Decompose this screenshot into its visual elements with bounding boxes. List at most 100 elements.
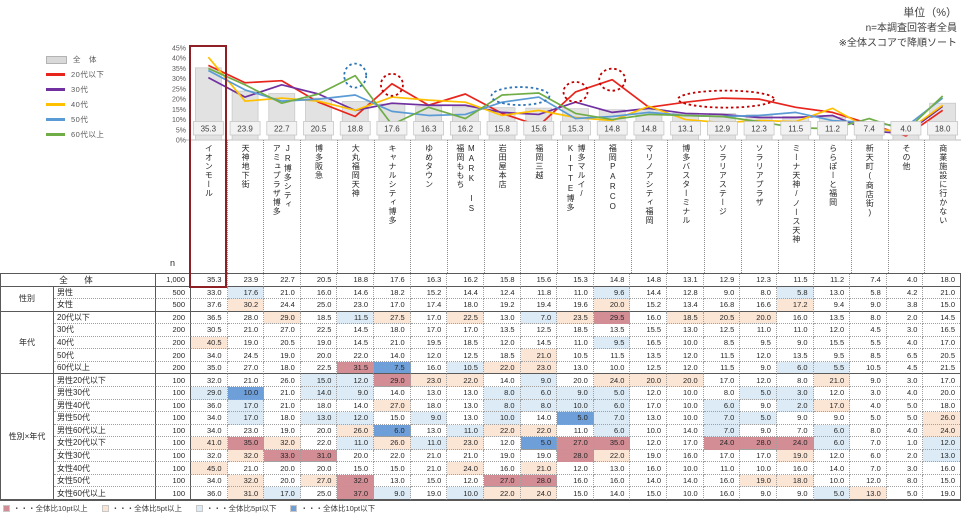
score-cell: 16.2 [447, 274, 484, 287]
overall-value-box [266, 121, 298, 136]
score-cell: 14.4 [447, 286, 484, 300]
category-label: 天神地下街 [241, 144, 251, 189]
score-cell: 10.5 [850, 361, 887, 375]
overall-value-box [376, 121, 408, 136]
score-cell: 34.0 [191, 349, 228, 362]
line-swatch [46, 118, 65, 121]
score-cell: 17.0 [410, 324, 448, 337]
score-cell: 17.0 [923, 337, 960, 350]
line-swatch [46, 88, 65, 91]
diff-legend-label: ・・・全体比10pt以上 [13, 504, 88, 513]
category-cell: 博多阪急 [301, 140, 338, 273]
score-cell: 6.0 [593, 424, 631, 438]
score-cell: 14.5 [520, 336, 558, 350]
score-cell: 27.0 [264, 324, 301, 337]
score-cell: 13.0 [593, 462, 631, 475]
score-cell: 16.0 [483, 462, 521, 475]
y-axis-tick-label: 0% [176, 138, 186, 145]
row-label: 40代 [54, 336, 156, 350]
overall-value-label: 13.1 [678, 125, 694, 134]
score-cell: 27.5 [374, 311, 411, 325]
category-cell: ミーナ天神/ノース天神 [779, 140, 816, 273]
row-label: 50代 [54, 349, 156, 362]
score-cell: 4.5 [886, 361, 924, 375]
score-cell: 12.5 [520, 324, 558, 337]
category-label: 岩田屋本店 [498, 144, 508, 189]
score-cell: 11.0 [557, 424, 594, 438]
category-label: ららぽーと福岡 [828, 144, 838, 207]
score-cell: 17.0 [703, 374, 741, 387]
score-cell: 4.5 [850, 324, 887, 337]
row-label: 女性30代 [54, 449, 156, 463]
annotation-ellipse [490, 86, 551, 106]
score-cell: 20.0 [337, 449, 375, 463]
sample-note: n=本調査回答者全員 [865, 23, 957, 34]
legend-item-label: 50代 [71, 115, 89, 124]
score-cell: 23.5 [557, 311, 594, 325]
score-cell: 9.0 [740, 399, 777, 413]
overall-value-box [817, 121, 848, 136]
score-cell: 18.0 [410, 399, 448, 413]
score-cell: 35.0 [227, 437, 265, 450]
score-cell: 5.0 [850, 412, 887, 425]
row-label: 20代以下 [54, 311, 156, 325]
score-cell: 15.0 [923, 475, 960, 488]
diff-legend-label: ・・・全体比5pt以上 [111, 504, 183, 513]
score-cell: 16.0 [630, 311, 668, 325]
score-cell: 23.0 [520, 361, 558, 375]
overall-value-box [560, 121, 591, 136]
group-label: 性別×年代 [1, 374, 54, 500]
score-cell: 21.0 [923, 287, 960, 300]
score-cell: 5.0 [886, 487, 924, 500]
score-cell: 17.6 [227, 286, 265, 300]
score-cell: 15.0 [374, 462, 411, 475]
score-cell: 8.0 [740, 286, 777, 300]
score-cell: 17.4 [410, 299, 448, 312]
category-label: イオンモール [204, 144, 214, 198]
score-cell: 20.0 [300, 424, 338, 438]
score-cell: 27.0 [483, 474, 521, 488]
score-cell: 6.0 [850, 449, 887, 463]
score-cell: 10.0 [227, 386, 265, 400]
score-cell: 2.0 [886, 311, 924, 325]
score-cell: 34.0 [191, 412, 228, 425]
score-cell: 12.5 [630, 361, 668, 375]
score-cell: 21.0 [264, 286, 301, 300]
score-cell: 25.0 [300, 487, 338, 500]
score-cell: 4.0 [886, 424, 924, 438]
overall-value-box [853, 121, 885, 136]
score-cell: 19.0 [227, 336, 265, 350]
score-cell: 23.0 [337, 299, 375, 312]
score-cell: 16.8 [703, 299, 741, 312]
score-cell: 4.0 [886, 274, 924, 287]
series-line-3 [207, 69, 944, 128]
score-cell: 30.5 [191, 324, 228, 337]
category-label: 博多バスターミナル [681, 144, 691, 225]
score-cell: 14.0 [374, 349, 411, 362]
score-cell: 17.0 [740, 449, 777, 463]
score-cell: 13.0 [667, 324, 704, 337]
category-label: ミーナ天神/ノース天神 [791, 144, 801, 244]
score-cell: 5.0 [886, 399, 924, 413]
overall-value-box [303, 121, 334, 136]
score-cell: 13.0 [410, 386, 448, 400]
score-cell: 16.0 [557, 474, 594, 488]
score-cell: 31.5 [337, 361, 375, 375]
score-cell: 19.5 [410, 336, 448, 350]
score-cell: 13.1 [667, 274, 704, 287]
score-cell: 24.0 [703, 437, 741, 450]
score-cell: 14.0 [374, 386, 411, 400]
score-cell: 10.0 [557, 399, 594, 413]
score-cell: 9.0 [740, 424, 777, 438]
score-cell: 16.0 [776, 311, 814, 325]
legend-item: 30代 [46, 82, 104, 97]
legend-item-label: 30代 [71, 85, 89, 94]
score-cell: 16.0 [630, 462, 668, 475]
score-cell: 20.0 [593, 299, 631, 312]
diff-color-swatch [3, 505, 10, 512]
n-value: 100 [156, 487, 191, 500]
score-cell: 34.0 [191, 474, 228, 488]
n-value: 200 [156, 324, 191, 337]
score-cell: 32.0 [227, 474, 265, 488]
n-value: 1,000 [156, 274, 191, 287]
